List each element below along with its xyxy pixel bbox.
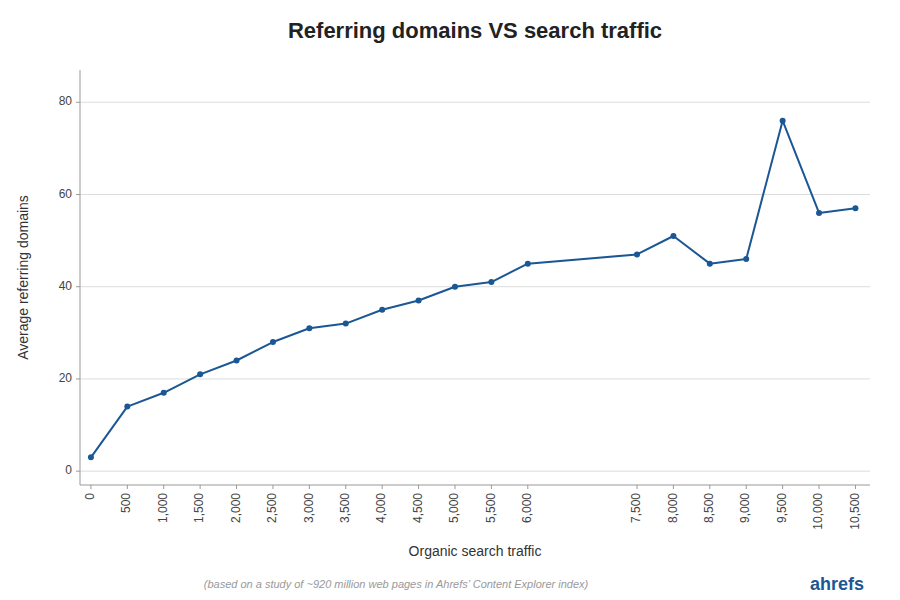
axis-line bbox=[80, 485, 870, 486]
point bbox=[88, 454, 94, 460]
point bbox=[634, 251, 640, 257]
tick-label: 10,000 bbox=[811, 493, 825, 530]
tick-label: 3,500 bbox=[338, 493, 352, 523]
tick-mark bbox=[76, 286, 80, 287]
tick-label: 1,000 bbox=[156, 493, 170, 523]
point bbox=[197, 371, 203, 377]
tick-label: 5,500 bbox=[484, 493, 498, 523]
grid-line bbox=[80, 471, 870, 472]
point bbox=[780, 118, 786, 124]
grid-line bbox=[80, 102, 870, 103]
tick-label: 4,500 bbox=[411, 493, 425, 523]
tick-mark bbox=[746, 485, 747, 489]
tick-mark bbox=[76, 471, 80, 472]
y-axis: 0 20 40 60 80 bbox=[59, 70, 80, 485]
point bbox=[707, 261, 713, 267]
grid-line bbox=[80, 378, 870, 379]
point bbox=[852, 205, 858, 211]
tick-label: 6,000 bbox=[520, 493, 534, 523]
tick-mark bbox=[637, 485, 638, 489]
tick-mark bbox=[272, 485, 273, 489]
tick-label: 4,000 bbox=[374, 493, 388, 523]
tick-mark bbox=[76, 378, 80, 379]
point bbox=[488, 279, 494, 285]
point bbox=[270, 339, 276, 345]
tick-label: 1,500 bbox=[192, 493, 206, 523]
point bbox=[452, 284, 458, 290]
grid bbox=[80, 102, 870, 471]
tick-label: 10,500 bbox=[848, 493, 862, 530]
tick-label: 2,500 bbox=[265, 493, 279, 523]
series bbox=[88, 118, 859, 461]
tick-mark bbox=[90, 485, 91, 489]
point bbox=[306, 325, 312, 331]
tick-label: 8,500 bbox=[702, 493, 716, 523]
tick-label: 500 bbox=[119, 493, 133, 513]
tick-label: 5,000 bbox=[447, 493, 461, 523]
tick-mark bbox=[418, 485, 419, 489]
tick-mark bbox=[309, 485, 310, 489]
tick-mark bbox=[454, 485, 455, 489]
tick-mark bbox=[345, 485, 346, 489]
x-axis: 0 500 1,000 1,500 2,000 2,500 3,000 3,500 4,000 4… bbox=[80, 485, 870, 530]
point bbox=[416, 298, 422, 304]
tick-mark bbox=[200, 485, 201, 489]
tick-mark bbox=[709, 485, 710, 489]
tick-mark bbox=[76, 102, 80, 103]
axis-label: Average referring domains bbox=[15, 195, 31, 360]
tick-label: 3,000 bbox=[302, 493, 316, 523]
axis-label: Organic search traffic bbox=[409, 543, 542, 559]
tick-mark bbox=[819, 485, 820, 489]
tick-label: 0 bbox=[65, 463, 72, 477]
tick-label: 0 bbox=[83, 493, 97, 500]
title: Referring domains VS search traffic bbox=[288, 18, 662, 43]
tick-mark bbox=[76, 194, 80, 195]
tick-mark bbox=[163, 485, 164, 489]
axis-line bbox=[80, 70, 81, 485]
point bbox=[234, 358, 240, 364]
tick-label: 60 bbox=[59, 187, 73, 201]
tick-mark bbox=[127, 485, 128, 489]
tick-label: 80 bbox=[59, 94, 73, 108]
tick-label: 9,500 bbox=[775, 493, 789, 523]
tick-label: 2,000 bbox=[229, 493, 243, 523]
tick-label: 7,500 bbox=[629, 493, 643, 523]
tick-label: 9,000 bbox=[738, 493, 752, 523]
branding: ahrefs bbox=[810, 574, 864, 594]
tick-mark bbox=[527, 485, 528, 489]
grid-line bbox=[80, 194, 870, 195]
tick-mark bbox=[855, 485, 856, 489]
footnote: (based on a study of ~920 million web pa… bbox=[204, 578, 589, 590]
point bbox=[379, 307, 385, 313]
tick-mark bbox=[491, 485, 492, 489]
point bbox=[670, 233, 676, 239]
tick-label: 20 bbox=[59, 371, 73, 385]
tick-mark bbox=[782, 485, 783, 489]
point bbox=[743, 256, 749, 262]
point bbox=[124, 404, 130, 410]
tick-mark bbox=[382, 485, 383, 489]
point bbox=[816, 210, 822, 216]
tick-label: 40 bbox=[59, 279, 73, 293]
grid-line bbox=[80, 286, 870, 287]
point bbox=[343, 321, 349, 327]
point bbox=[161, 390, 167, 396]
point bbox=[525, 261, 531, 267]
tick-mark bbox=[236, 485, 237, 489]
line bbox=[91, 121, 856, 458]
tick-mark bbox=[673, 485, 674, 489]
chart: 0 20 40 60 80 0 500 1,000 1,500 2,000 2,500 3,000 3,… bbox=[0, 0, 900, 600]
tick-label: 8,000 bbox=[666, 493, 680, 523]
